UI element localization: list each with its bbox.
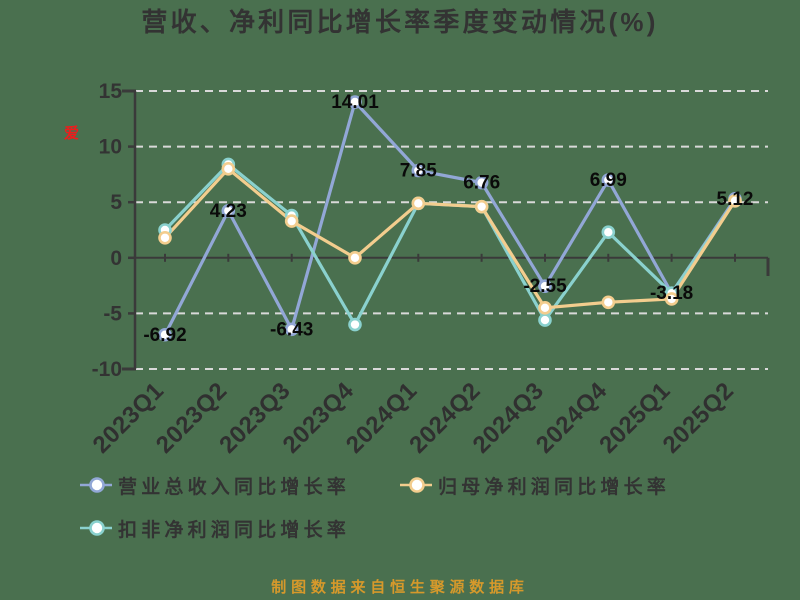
svg-text:14.01: 14.01	[331, 92, 379, 113]
svg-text:营业总收入同比增长率: 营业总收入同比增长率	[118, 475, 350, 498]
svg-text:制图数据来自恒生聚源数据库: 制图数据来自恒生聚源数据库	[271, 578, 528, 596]
svg-text:6.76: 6.76	[463, 173, 500, 194]
svg-text:-5: -5	[103, 302, 122, 325]
svg-text:-6.43: -6.43	[270, 319, 313, 340]
svg-text:7.85: 7.85	[400, 161, 437, 182]
svg-text:4.23: 4.23	[210, 201, 247, 222]
svg-text:-10: -10	[92, 358, 122, 381]
svg-text:营收、净利同比增长率季度变动情况(%): 营收、净利同比增长率季度变动情况(%)	[141, 7, 658, 37]
svg-text:15: 15	[99, 80, 123, 103]
svg-text:归母净利润同比增长率: 归母净利润同比增长率	[438, 475, 670, 498]
svg-text:-2.55: -2.55	[523, 276, 567, 297]
svg-text:10: 10	[99, 136, 122, 159]
svg-text:0: 0	[110, 247, 122, 270]
svg-text:6.99: 6.99	[590, 170, 627, 191]
svg-text:爱: 爱	[64, 124, 79, 142]
svg-text:-6.92: -6.92	[143, 325, 186, 346]
svg-text:5.12: 5.12	[717, 189, 754, 210]
svg-text:扣非净利润同比增长率: 扣非净利润同比增长率	[118, 518, 350, 541]
svg-text:-3.18: -3.18	[650, 283, 693, 304]
svg-text:5: 5	[110, 191, 122, 214]
